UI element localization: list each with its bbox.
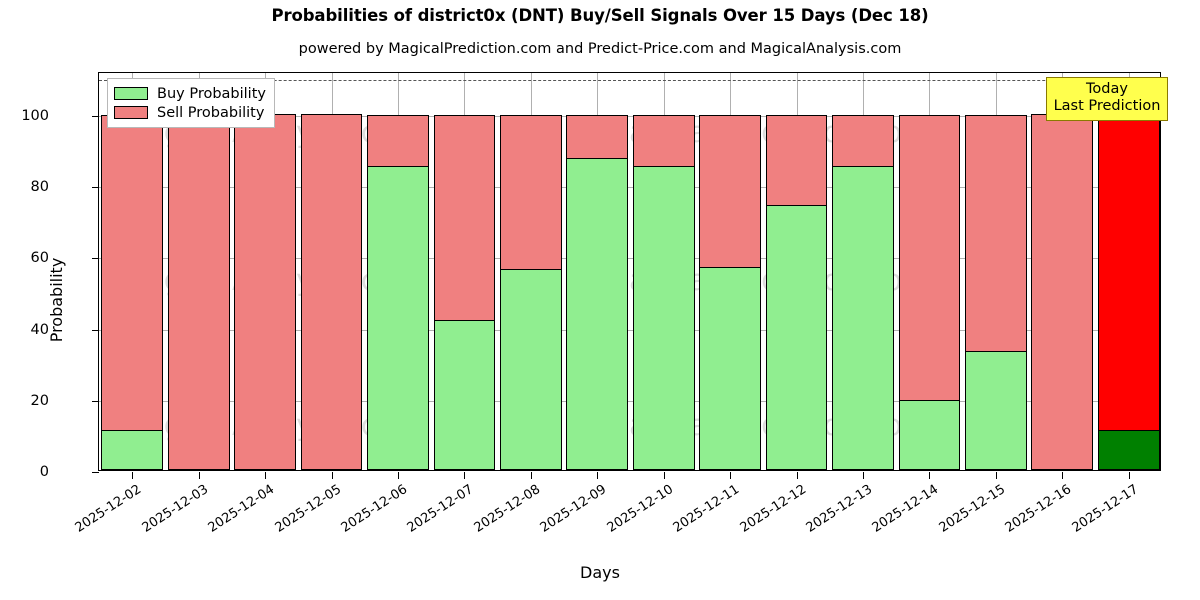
bar-segment-sell (1097, 115, 1160, 432)
bar[interactable] (101, 114, 164, 470)
bar-segment-sell (965, 115, 1027, 353)
bar-segment-sell (898, 115, 961, 402)
bar-segment-sell (101, 115, 164, 432)
bar-segment-buy (433, 320, 496, 470)
bar-segment-buy (101, 429, 164, 470)
y-axis-tick (92, 258, 99, 260)
x-axis-tick (198, 472, 200, 479)
reference-line (99, 80, 1160, 82)
legend-swatch-buy-icon (114, 87, 148, 100)
bar[interactable] (632, 114, 695, 470)
bar-segment-buy (367, 166, 429, 470)
today-annotation-line1: Today (1086, 81, 1128, 97)
x-axis-tick (530, 472, 532, 479)
plot-inner: MagicalAnalysis.comMagicalPrediction.com… (99, 73, 1160, 470)
legend-item-label: Buy Probability (157, 85, 266, 102)
legend-item[interactable]: Buy Probability (114, 84, 266, 103)
bar-segment-buy (499, 268, 562, 470)
bar-segment-sell (566, 115, 629, 160)
x-axis-title: Days (580, 563, 620, 582)
bar[interactable] (234, 113, 296, 470)
gridline-horizontal (99, 115, 1160, 117)
bar-segment-sell (765, 115, 828, 206)
bar-segment-sell (433, 115, 496, 322)
y-axis-tick (92, 400, 99, 402)
y-axis-tick (92, 472, 99, 473)
bar-segment-sell (234, 113, 296, 470)
x-axis-tick (265, 472, 267, 479)
x-axis-tick (597, 472, 599, 479)
x-axis-tick (730, 472, 732, 479)
y-axis-tick (92, 115, 99, 117)
chart-legend: Buy Probability Sell Probability (107, 78, 275, 128)
bar-segment-buy (898, 400, 961, 470)
bar[interactable] (832, 114, 894, 470)
y-axis-tick-label: 80 (30, 179, 49, 195)
x-axis-tick (397, 472, 399, 479)
bar-segment-sell (300, 113, 363, 470)
bar-segment-sell (367, 115, 429, 168)
bar[interactable] (167, 113, 230, 470)
bar[interactable] (433, 114, 496, 470)
x-axis-tick (929, 472, 931, 479)
y-axis-title: Probability (46, 257, 66, 343)
gridline-horizontal (99, 187, 1160, 188)
x-axis-tick (1128, 472, 1130, 479)
bar[interactable] (898, 114, 961, 470)
y-axis-tick (92, 187, 99, 188)
today-annotation-line2: Last Prediction (1053, 98, 1161, 115)
x-axis-tick (132, 472, 134, 479)
x-axis-tick (331, 472, 333, 479)
today-annotation: Today Last Prediction (1046, 77, 1168, 122)
bar-segment-buy (632, 166, 695, 470)
y-axis-tick-label: 60 (30, 250, 49, 267)
gridline-horizontal (99, 258, 1160, 260)
bar[interactable] (566, 114, 629, 470)
x-axis-tick (464, 472, 466, 479)
bar[interactable] (699, 114, 762, 470)
bar-today[interactable] (1097, 114, 1160, 470)
bar-segment-sell (699, 115, 762, 269)
y-axis-tick-label: 20 (30, 392, 49, 409)
bar-segment-buy (832, 166, 894, 470)
legend-swatch-sell-icon (114, 106, 148, 119)
y-axis-tick-label: 0 (39, 464, 49, 480)
chart-title: Probabilities of district0x (DNT) Buy/Se… (271, 6, 929, 25)
gridline-horizontal (99, 400, 1160, 402)
y-axis-tick (92, 329, 99, 331)
bar-segment-sell (832, 115, 894, 168)
bar-segment-sell (167, 113, 230, 470)
bar-segment-buy (965, 351, 1027, 470)
legend-item-label: Sell Probability (157, 104, 265, 121)
legend-item[interactable]: Sell Probability (114, 103, 266, 122)
bar-segment-buy (566, 158, 629, 470)
bar-segment-buy (765, 204, 828, 470)
x-axis-tick (663, 472, 665, 479)
bar[interactable] (499, 114, 562, 470)
gridline-horizontal (99, 329, 1160, 331)
bar-segment-sell (632, 115, 695, 168)
x-axis-tick (796, 472, 798, 479)
bar-segment-sell (499, 115, 562, 271)
plot-area: MagicalAnalysis.comMagicalPrediction.com… (21, 72, 1161, 536)
bar-segment-sell (1031, 113, 1094, 470)
bar[interactable] (1031, 113, 1094, 470)
bar-segment-buy (699, 266, 762, 470)
y-axis-tick-label: 100 (21, 107, 49, 124)
bar[interactable] (367, 114, 429, 470)
y-axis-tick-label: 40 (30, 321, 49, 338)
bar-segment-buy (1097, 430, 1160, 470)
chart-subtitle: powered by MagicalPrediction.com and Pre… (298, 41, 902, 57)
bar[interactable] (300, 113, 363, 470)
bar[interactable] (765, 114, 828, 470)
x-axis-tick (995, 472, 997, 479)
x-axis-tick (863, 472, 865, 479)
bar[interactable] (965, 114, 1027, 470)
x-axis-tick (1062, 472, 1064, 479)
